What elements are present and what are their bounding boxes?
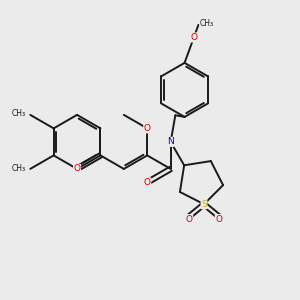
Text: CH₃: CH₃ [12,164,26,173]
Text: O: O [144,178,151,187]
Text: CH₃: CH₃ [12,109,26,118]
Text: N: N [167,137,174,146]
Text: O: O [190,33,197,42]
Text: O: O [74,164,80,173]
Text: O: O [215,214,222,224]
Text: CH₃: CH₃ [200,19,214,28]
Text: O: O [144,124,151,133]
Text: S: S [201,200,207,209]
Text: O: O [186,214,193,224]
